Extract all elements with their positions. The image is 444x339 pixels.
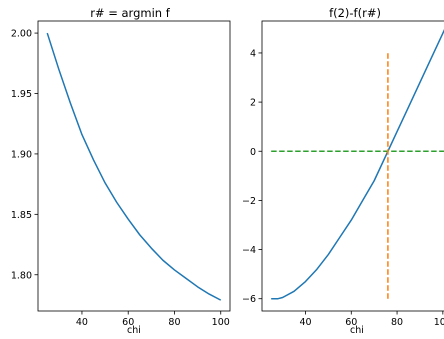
right-y-tick-label: −2 [242,196,256,207]
right-x-tick-label: 40 [299,317,311,328]
right-chart-title: f(2)-f(r#) [329,6,381,20]
left-chart: r# = argmin f 40 60 80 100 1.80 1.85 1.90 1.95 2… [11,6,231,336]
left-series-line-0 [46,32,222,301]
left-y-tick-label: 1.95 [11,89,32,100]
left-x-tick-label: 60 [122,317,134,328]
right-chart: f(2)-f(r#) 40 60 80 100 −6 −4 −2 0 2 4 chi [242,6,444,336]
left-x-tick-label: 40 [76,317,88,328]
left-y-tick-label: 1.85 [11,210,32,221]
left-x-tick-label: 100 [212,317,230,328]
left-chart-title: r# = argmin f [90,6,171,20]
right-y-tick-label: 2 [250,98,256,109]
left-x-tick-label: 80 [168,317,180,328]
right-x-tick-label: 100 [434,317,444,328]
right-axis-ticks: 40 60 80 100 −6 −4 −2 0 2 4 [242,48,444,328]
right-y-tick-label: 4 [250,48,256,59]
left-y-tick-label: 2.00 [11,29,32,40]
right-y-tick-label: −4 [242,245,256,256]
left-axis-ticks: 40 60 80 100 1.80 1.85 1.90 1.95 2.00 [11,29,230,328]
right-x-tick-label: 60 [345,317,357,328]
left-series-layer [46,32,222,301]
left-y-tick-label: 1.80 [11,270,32,281]
right-y-tick-label: −6 [242,294,256,305]
right-series-line-0 [271,29,444,300]
right-plot-frame [261,20,444,312]
left-x-axis-label: chi [127,325,141,336]
right-y-tick-label: 0 [250,147,256,158]
left-plot-frame [37,20,231,312]
right-x-axis-label: chi [350,325,364,336]
right-x-tick-label: 80 [391,317,403,328]
right-series-layer [271,29,444,300]
left-y-tick-label: 1.90 [11,149,32,160]
